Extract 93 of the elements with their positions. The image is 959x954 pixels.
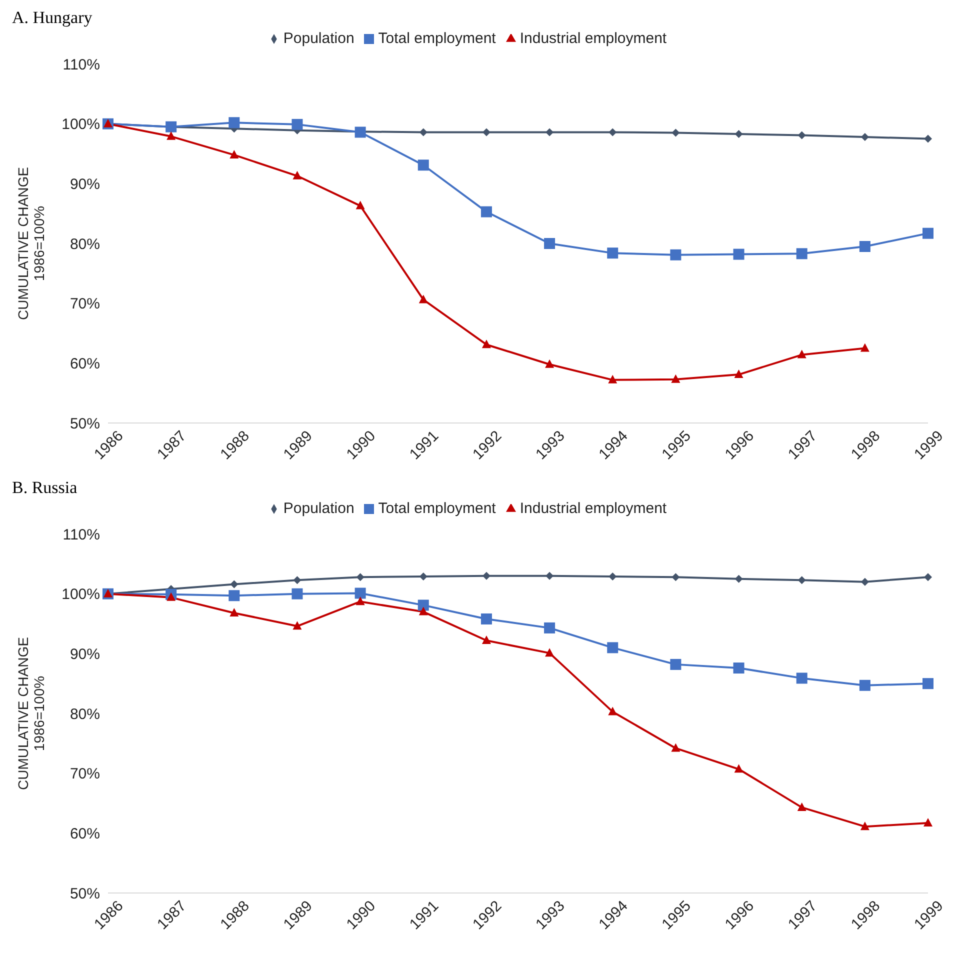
point bbox=[733, 662, 744, 674]
point bbox=[419, 572, 428, 580]
point bbox=[418, 160, 429, 171]
point bbox=[419, 128, 428, 136]
point bbox=[860, 822, 870, 830]
point bbox=[356, 573, 364, 582]
y-tick-label: 80% bbox=[70, 236, 100, 253]
point bbox=[797, 350, 806, 358]
point bbox=[230, 580, 238, 588]
point bbox=[544, 238, 556, 249]
y-tick-label: 50% bbox=[70, 885, 100, 902]
y-tick-label: 100% bbox=[62, 116, 100, 134]
point bbox=[546, 572, 554, 580]
y-axis-title: CUMULATIVE CHANGE 1986=100% bbox=[15, 637, 47, 790]
point bbox=[482, 128, 490, 136]
chart-title: B. Russia bbox=[11, 478, 78, 499]
point bbox=[922, 678, 934, 690]
point bbox=[545, 359, 554, 368]
legend-label: Population bbox=[283, 500, 354, 517]
point bbox=[546, 128, 554, 136]
point bbox=[607, 248, 618, 259]
point bbox=[608, 572, 617, 580]
point bbox=[734, 764, 744, 773]
point bbox=[480, 206, 492, 218]
point bbox=[418, 294, 428, 304]
point bbox=[545, 648, 554, 657]
point bbox=[860, 132, 869, 141]
y-tick-label: 100% bbox=[62, 586, 100, 604]
point bbox=[292, 621, 302, 630]
point bbox=[608, 128, 617, 136]
point bbox=[292, 170, 302, 180]
point bbox=[356, 596, 365, 606]
point bbox=[482, 572, 490, 580]
legend-label: Population bbox=[283, 30, 354, 47]
point bbox=[798, 576, 806, 584]
point bbox=[859, 680, 870, 691]
point bbox=[796, 672, 808, 684]
y-tick-label: 80% bbox=[70, 706, 100, 723]
point bbox=[228, 117, 240, 128]
point bbox=[922, 228, 934, 239]
point bbox=[860, 343, 870, 352]
point bbox=[798, 131, 806, 140]
point bbox=[670, 658, 682, 670]
point bbox=[859, 240, 870, 252]
point bbox=[796, 248, 808, 260]
point bbox=[860, 578, 869, 586]
y-tick-label: 60% bbox=[70, 825, 100, 842]
point bbox=[608, 374, 618, 384]
point bbox=[482, 636, 491, 644]
point bbox=[293, 576, 302, 584]
point bbox=[544, 622, 556, 634]
point bbox=[924, 573, 932, 582]
y-tick-label: 90% bbox=[70, 176, 100, 193]
point bbox=[228, 590, 240, 602]
point bbox=[733, 248, 744, 260]
point bbox=[230, 608, 239, 616]
legend-label: Industrial employment bbox=[520, 30, 667, 47]
point bbox=[672, 128, 680, 137]
y-tick-label: 60% bbox=[70, 355, 100, 372]
y-axis-title: CUMULATIVE CHANGE 1986=100% bbox=[15, 167, 47, 320]
legend-label: Total employment bbox=[378, 30, 496, 47]
legend-label: Total employment bbox=[378, 500, 496, 517]
point bbox=[671, 374, 680, 383]
point bbox=[480, 613, 492, 624]
chart-title: A. Hungary bbox=[11, 8, 94, 29]
y-tick-label: 110% bbox=[62, 526, 100, 544]
point bbox=[924, 134, 932, 143]
point bbox=[672, 573, 680, 582]
legend-label: Industrial employment bbox=[520, 500, 667, 517]
point bbox=[734, 130, 743, 138]
y-tick-label: 110% bbox=[62, 56, 100, 74]
point bbox=[734, 574, 743, 583]
y-tick-label: 50% bbox=[70, 415, 100, 432]
point bbox=[671, 743, 680, 752]
point bbox=[418, 600, 429, 611]
point bbox=[230, 150, 239, 158]
point bbox=[418, 606, 428, 616]
point bbox=[797, 802, 806, 811]
y-tick-label: 70% bbox=[70, 296, 100, 313]
point bbox=[166, 131, 176, 140]
point bbox=[734, 370, 744, 378]
point bbox=[292, 588, 303, 600]
point bbox=[670, 249, 682, 260]
point bbox=[482, 340, 491, 348]
y-tick-label: 90% bbox=[70, 646, 100, 663]
point bbox=[166, 592, 176, 601]
point bbox=[292, 118, 303, 130]
point bbox=[607, 642, 618, 654]
point bbox=[608, 706, 618, 716]
point bbox=[924, 818, 932, 826]
y-tick-label: 70% bbox=[70, 766, 100, 783]
point bbox=[354, 588, 366, 599]
point bbox=[356, 200, 365, 210]
